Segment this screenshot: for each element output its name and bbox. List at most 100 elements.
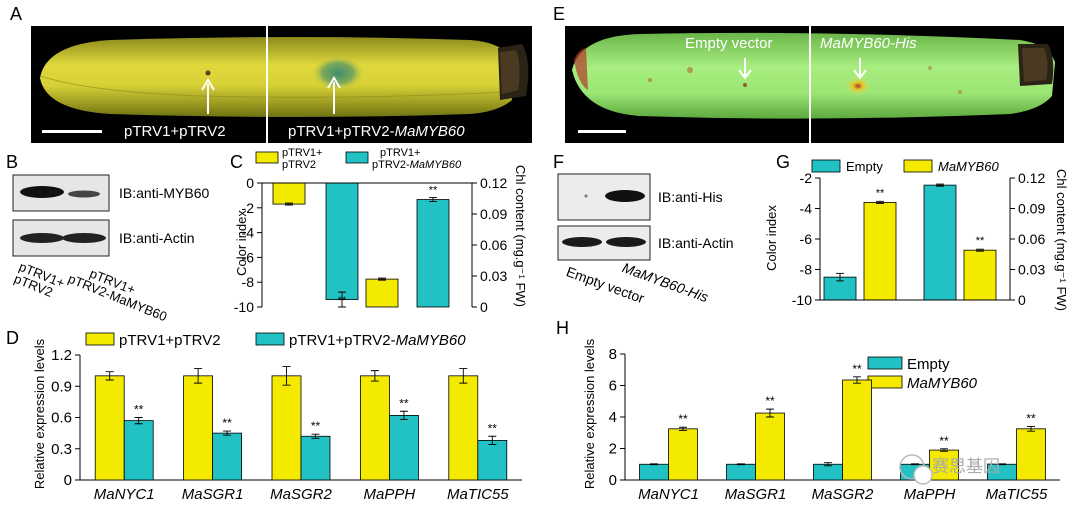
label-mamyb60-his: MaMYB60-His: [820, 35, 917, 52]
d-err-3-1: [399, 410, 408, 421]
c-colorindex-bar-1: [325, 182, 359, 300]
legend-h-label-1: Empty: [907, 356, 950, 373]
h-bar-0-1: [668, 428, 698, 481]
c-colorindex-bar-0: [272, 182, 306, 205]
legend-g-label-1: Empty: [846, 159, 883, 174]
g-chl-sig: **: [976, 235, 985, 247]
c-left-tick-label-2: -4: [242, 225, 255, 241]
ylabel-c-left: Color index: [234, 210, 249, 276]
chart-c: pTRV1+ pTRV2 pTRV1+ pTRV2-MaMYB60 Color …: [234, 147, 528, 315]
c-left-tick-label-5: -10: [234, 299, 254, 315]
h-sig-3: **: [939, 434, 949, 448]
g-colorindex-bar-1: [863, 201, 897, 301]
h-bar-2-0: [813, 463, 843, 481]
c-chl-err-1: [429, 197, 437, 203]
c-right-tick-label-2: 0.06: [480, 237, 507, 253]
d-tick-label-2: 0.6: [51, 410, 72, 427]
h-err-1-1: [766, 408, 774, 418]
panel-letter-b: B: [6, 152, 18, 172]
d-tick-label-3: 0.9: [51, 378, 72, 395]
d-err-1-0: [194, 368, 203, 384]
h-sig-4: **: [1026, 411, 1036, 425]
legend-h-swatch-1: [867, 356, 903, 370]
legend-d-label-1: pTRV1+pTRV2: [119, 332, 221, 349]
c-right-tick-label-3: 0.09: [480, 206, 507, 222]
g-chl-err-0: [936, 183, 944, 187]
d-category-1: MaSGR1: [182, 486, 244, 503]
d-bar-4-0: [448, 375, 479, 481]
d-err-3-0: [370, 370, 379, 382]
d-bar-0-0: [94, 375, 125, 481]
g-left-tick-label-0: -2: [800, 170, 813, 186]
g-chl-bar-1: [963, 249, 997, 301]
blot-f-label-1: IB:anti-His: [658, 189, 723, 205]
panel-letter-h: H: [556, 318, 569, 338]
c-left-tick-label-1: -2: [242, 200, 255, 216]
g-right-tick-label-3: 0.09: [1018, 201, 1045, 217]
h-tick-label-1: 2: [609, 441, 617, 458]
d-tick-label-0: 0: [64, 472, 72, 489]
watermark-text: 赛思基因: [932, 456, 1000, 476]
d-bar-1-1: [212, 432, 243, 481]
legend-c-swatch-2: [345, 151, 369, 164]
h-tick-label-2: 4: [609, 409, 617, 426]
h-err-2-0: [824, 462, 832, 467]
h-sig-2: **: [852, 362, 862, 376]
ylabel-g-right: Chl content (mg.g⁻¹ FW): [1054, 169, 1069, 311]
panel-letter-d: D: [6, 328, 19, 348]
g-right-tick-label-0: 0: [1018, 292, 1026, 308]
h-tick-label-0: 0: [609, 472, 617, 489]
ylabel-g-left: Color index: [764, 205, 779, 271]
c-colorindex-sig: **: [338, 295, 347, 307]
h-category-3: MaPPH: [904, 486, 956, 503]
blot-b-label-1: IB:anti-MYB60: [119, 185, 209, 201]
c-right-tick-label-1: 0.03: [480, 268, 507, 284]
h-err-1-0: [737, 463, 745, 466]
h-err-3-1: [940, 448, 948, 452]
d-tick-label-1: 0.3: [51, 441, 72, 458]
ylabel-h: Relative expression levels: [582, 338, 597, 489]
d-category-0: MaNYC1: [94, 486, 155, 503]
banana-photo-a: pTRV1+pTRV2 pTRV1+pTRV2-MaMYB60: [31, 26, 532, 143]
label-empty-vector: Empty vector: [685, 35, 773, 52]
ylabel-d: Relative expression levels: [32, 338, 47, 489]
c-chl-sig: **: [429, 184, 438, 196]
legend-c-label-2a: pTRV1+: [380, 147, 420, 159]
h-tick-label-4: 8: [609, 346, 617, 363]
legend-h-swatch-2: [867, 375, 903, 389]
d-sig-1: **: [222, 416, 232, 430]
d-sig-3: **: [399, 396, 409, 410]
legend-d-swatch-1: [85, 332, 115, 346]
h-tick-label-3: 6: [609, 378, 617, 395]
panel-letter-f: F: [553, 152, 564, 172]
g-left-tick-label-1: -4: [800, 201, 813, 217]
h-category-4: MaTIC55: [986, 486, 1048, 503]
d-bar-0-1: [123, 420, 154, 481]
d-sig-4: **: [488, 421, 498, 435]
d-err-4-0: [459, 368, 468, 384]
c-colorindex-err-0: [285, 202, 293, 206]
g-left-tick-label-2: -6: [800, 231, 813, 247]
h-bar-2-1: [842, 379, 872, 481]
c-chl-err-0: [378, 277, 386, 281]
d-tick-label-4: 1.2: [51, 347, 72, 364]
chart-h: Empty MaMYB60 Relative expression levels…: [582, 338, 1060, 503]
d-err-2-1: [311, 433, 320, 439]
legend-c-label-2b: pTRV2-MaMYB60: [372, 159, 462, 171]
g-colorindex-sig: **: [876, 187, 885, 199]
panel-letter-g: G: [776, 152, 790, 172]
h-category-2: MaSGR2: [812, 486, 874, 503]
d-category-2: MaSGR2: [270, 486, 332, 503]
g-right-tick-label-2: 0.06: [1018, 231, 1045, 247]
h-category-1: MaSGR1: [725, 486, 787, 503]
h-err-4-0: [998, 463, 1006, 466]
label-ptrv-myb60: pTRV1+pTRV2-MaMYB60: [288, 123, 465, 140]
legend-h-label-2: MaMYB60: [907, 375, 978, 392]
legend-g-label-2: MaMYB60: [938, 159, 999, 174]
c-chl-bar-1: [416, 199, 450, 308]
c-left-tick-label-0: 0: [246, 175, 254, 191]
c-right-tick-label-0: 0: [480, 299, 488, 315]
d-sig-0: **: [134, 403, 144, 417]
d-bar-4-1: [477, 440, 508, 481]
